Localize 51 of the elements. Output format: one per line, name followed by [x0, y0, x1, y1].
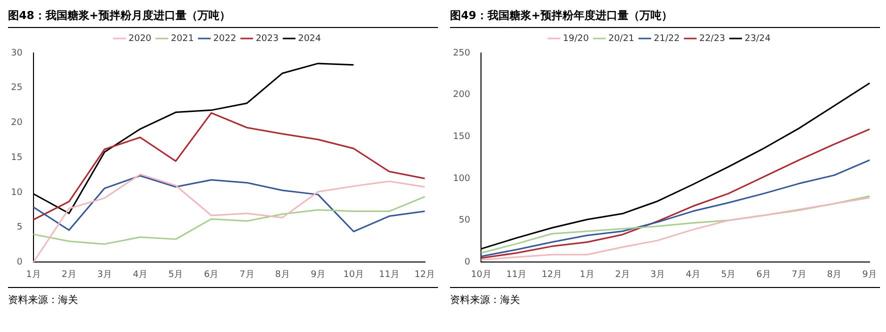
y-tick-label: 50: [458, 216, 470, 226]
x-tick-label: 10月: [470, 270, 492, 280]
x-tick-label: 7月: [240, 270, 254, 280]
legend-label: 22/23: [699, 34, 726, 44]
x-tick-label: 4月: [132, 270, 148, 280]
legend-label: 2020: [128, 34, 152, 44]
x-tick-label: 6月: [204, 270, 219, 280]
text: 资料来源：海关: [8, 287, 438, 307]
x-tick-label: 4月: [686, 270, 700, 280]
y-tick-label: 25: [11, 83, 22, 94]
y-tick-label: 10: [11, 188, 23, 198]
legend-label: 21/22: [654, 34, 680, 44]
x-tick-label: 9月: [862, 270, 878, 280]
x-tick-label: 8月: [275, 270, 290, 280]
text: 资料来源：海关: [450, 287, 880, 307]
x-tick-label: 9月: [310, 270, 326, 280]
x-tick-label: 11月: [506, 270, 527, 280]
x-tick-label: 10月: [343, 270, 364, 280]
y-tick-label: 250: [452, 48, 470, 58]
y-tick-label: 100: [452, 174, 470, 184]
legend-label: 2022: [213, 34, 236, 44]
x-tick-label: 1月: [580, 270, 594, 280]
legend-label: 20/21: [608, 34, 634, 44]
x-tick-label: 12月: [414, 270, 435, 280]
y-tick-label: 30: [11, 48, 23, 58]
x-tick-label: 2月: [615, 270, 630, 280]
x-tick-label: 12月: [542, 270, 562, 280]
x-tick-label: 6月: [756, 270, 772, 280]
y-tick-label: 5: [16, 222, 22, 233]
x-tick-label: 1月: [26, 270, 41, 280]
x-tick-label: 11月: [378, 270, 400, 280]
x-tick-label: 7月: [792, 270, 806, 280]
x-tick-label: 3月: [97, 270, 112, 280]
y-tick-label: 15: [11, 152, 22, 163]
y-tick-label: 150: [452, 132, 470, 142]
x-tick-label: 3月: [650, 270, 666, 280]
legend-label: 2023: [256, 34, 279, 44]
chart-title: 图49：我国糖浆+预拌粉年度进口量（万吨）: [450, 8, 880, 28]
legend-label: 23/24: [744, 34, 771, 44]
chart-title: 图48：我国糖浆+预拌粉月度进口量（万吨）: [8, 8, 438, 28]
y-tick-label: 20: [11, 118, 23, 128]
x-tick-label: 5月: [721, 270, 736, 280]
y-tick-label: 200: [452, 90, 470, 100]
y-tick-label: 0: [464, 258, 470, 268]
legend-label: 19/20: [562, 34, 590, 44]
x-tick-label: 2月: [62, 270, 76, 280]
legend-label: 2021: [170, 34, 194, 44]
y-tick-label: 0: [16, 258, 23, 268]
legend-label: 2024: [298, 34, 322, 44]
x-tick-label: 8月: [826, 270, 842, 280]
x-tick-label: 5月: [168, 270, 184, 280]
